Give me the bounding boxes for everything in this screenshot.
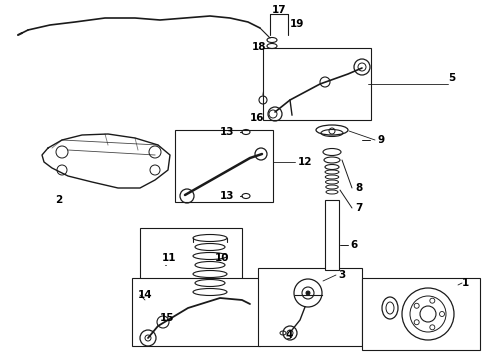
Circle shape <box>306 291 310 295</box>
Text: 6: 6 <box>350 240 357 250</box>
Text: 18: 18 <box>252 42 267 52</box>
Bar <box>325 200 339 270</box>
Bar <box>175 130 273 202</box>
Bar <box>362 278 480 350</box>
Text: 2: 2 <box>55 195 62 205</box>
Text: 19: 19 <box>290 19 304 29</box>
Text: 5: 5 <box>448 73 455 83</box>
Text: 1: 1 <box>462 278 469 288</box>
Bar <box>263 48 371 120</box>
Text: 11: 11 <box>162 253 176 263</box>
Text: 9: 9 <box>378 135 385 145</box>
Text: 14: 14 <box>138 290 152 300</box>
Bar <box>258 268 362 346</box>
Bar <box>132 278 260 346</box>
Text: 17: 17 <box>272 5 287 15</box>
Text: 13: 13 <box>220 191 235 201</box>
Text: 12: 12 <box>298 157 313 167</box>
Bar <box>140 228 242 306</box>
Text: 15: 15 <box>160 313 174 323</box>
Text: 4: 4 <box>285 330 293 340</box>
Text: 10: 10 <box>215 253 229 263</box>
Text: 8: 8 <box>355 183 362 193</box>
Text: 16: 16 <box>250 113 265 123</box>
Text: 3: 3 <box>338 270 345 280</box>
Text: 13: 13 <box>220 127 235 137</box>
Text: 7: 7 <box>355 203 363 213</box>
